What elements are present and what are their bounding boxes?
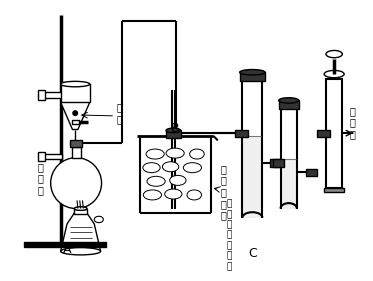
Ellipse shape [61,81,90,87]
Ellipse shape [143,190,162,200]
Text: 足
量
氧
化
钾
溶
液: 足 量 氧 化 钾 溶 液 [226,200,231,271]
Bar [70,140,82,147]
Ellipse shape [279,98,299,103]
Ellipse shape [187,190,201,200]
Ellipse shape [147,176,165,186]
Bar [43,92,62,98]
Ellipse shape [73,111,78,115]
Ellipse shape [143,163,160,173]
Bar [273,160,284,167]
Bar [240,72,265,81]
Bar [61,84,90,102]
Ellipse shape [183,163,201,173]
Bar [166,130,181,138]
Bar [270,160,280,167]
Ellipse shape [146,149,164,159]
Ellipse shape [165,189,182,199]
Ellipse shape [190,149,204,159]
Text: 浓
硝
酸: 浓 硝 酸 [37,162,43,195]
Bar [282,158,296,209]
Text: 冰
水
混
合
物: 冰 水 混 合 物 [220,164,226,220]
Ellipse shape [326,51,342,58]
Bar [324,188,344,192]
Ellipse shape [51,158,101,209]
Polygon shape [61,213,101,251]
Ellipse shape [324,71,344,78]
Bar [317,130,330,137]
Text: A: A [63,243,71,256]
Polygon shape [61,102,90,130]
Ellipse shape [162,162,179,172]
Text: B: B [171,122,179,135]
Ellipse shape [94,216,103,223]
Bar [326,79,342,188]
Ellipse shape [166,148,184,158]
Bar [74,209,87,214]
Ellipse shape [166,128,181,133]
Bar [72,147,81,158]
Ellipse shape [74,207,87,210]
Bar [306,169,317,176]
Text: C: C [248,248,257,260]
Bar [24,242,106,247]
Ellipse shape [170,175,186,185]
Bar [38,90,45,99]
Text: 抽
气
管: 抽 气 管 [350,106,355,139]
Bar [43,154,62,160]
Bar [243,136,261,218]
Bar [72,121,79,124]
Bar [279,100,299,109]
Ellipse shape [61,248,101,255]
Bar [38,152,45,161]
Bar [235,130,248,137]
Text: 木
炭: 木 炭 [117,102,123,124]
Ellipse shape [240,69,265,75]
